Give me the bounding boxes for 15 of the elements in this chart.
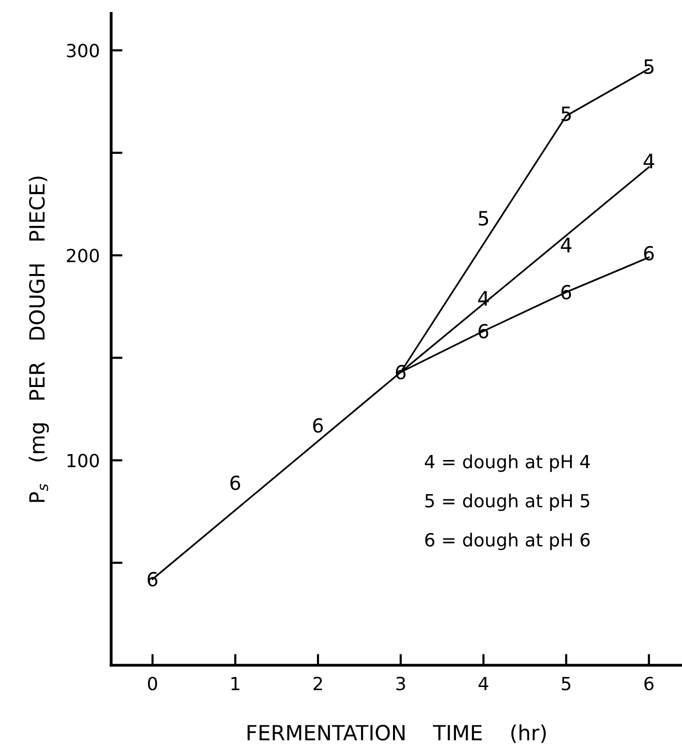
text: P$_{s}$ (mg PER DOUGH PIECE) xyxy=(28,176,49,502)
y-tick-label: 300 xyxy=(66,44,99,58)
annotation: 6 = dough at pH 6 xyxy=(425,532,590,550)
x-axis-title: FERMENTATION TIME (hr) xyxy=(248,724,546,744)
x-tick-label: 0 xyxy=(148,676,158,690)
x-tick-label: 2 xyxy=(314,676,322,690)
x-tick-label: 4 xyxy=(478,676,488,690)
x-tick-label: 1 xyxy=(232,676,240,690)
y-tick-label: 200 xyxy=(66,248,99,262)
x-tick-label: 5 xyxy=(562,676,570,690)
y-tick-label: 100 xyxy=(68,454,99,468)
annotation: 4 = dough at pH 4 xyxy=(424,454,590,472)
x-tick-label: 3 xyxy=(396,676,406,690)
x-tick-label: 6 xyxy=(644,676,654,690)
annotation: 5 = dough at pH 5 xyxy=(425,494,590,512)
